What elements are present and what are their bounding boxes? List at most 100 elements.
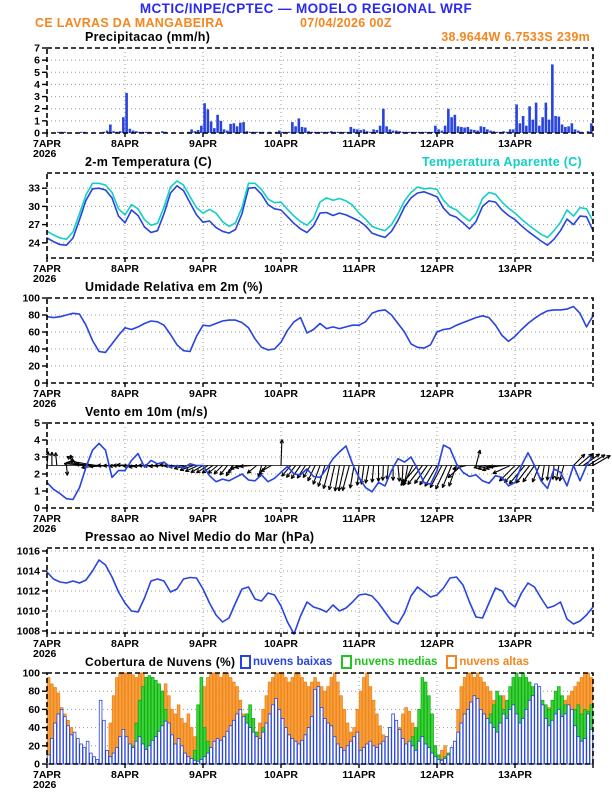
svg-text:13APR: 13APR	[498, 513, 532, 525]
nuvens-altas-swatch-icon	[446, 655, 458, 669]
svg-text:12APR: 12APR	[420, 638, 454, 650]
svg-text:7APR: 7APR	[33, 513, 61, 525]
svg-text:10APR: 10APR	[264, 769, 298, 781]
svg-text:7APR: 7APR	[33, 263, 61, 275]
wind-title: Vento em 10m (m/s)	[85, 405, 208, 419]
svg-text:30: 30	[28, 201, 40, 213]
svg-text:7APR: 7APR	[33, 638, 61, 650]
svg-text:1010: 1010	[17, 606, 41, 618]
svg-text:5: 5	[34, 67, 40, 79]
svg-text:9APR: 9APR	[189, 263, 217, 275]
nuvens-baixas-swatch-icon	[240, 655, 251, 669]
svg-text:2: 2	[34, 469, 40, 481]
legend-item-nuvens-altas: nuvens altas	[446, 655, 529, 669]
temperature-chart: 2-m Temperatura (C) Temperatura Aparente…	[0, 155, 612, 285]
svg-text:10APR: 10APR	[264, 638, 298, 650]
legend-label: nuvens baixas	[253, 656, 333, 668]
svg-text:11APR: 11APR	[342, 638, 376, 650]
model-run-datetime: 07/04/2026 00Z	[300, 16, 392, 30]
page-title: MCTIC/INPE/CPTEC — MODELO REGIONAL WRF	[139, 1, 473, 16]
svg-text:40: 40	[28, 344, 40, 356]
svg-text:24: 24	[28, 237, 40, 249]
svg-text:11APR: 11APR	[342, 138, 376, 150]
svg-text:13APR: 13APR	[498, 638, 532, 650]
svg-text:20: 20	[28, 740, 40, 752]
svg-text:1014: 1014	[17, 566, 41, 578]
svg-text:8APR: 8APR	[111, 638, 139, 650]
svg-text:100: 100	[22, 294, 40, 305]
svg-text:0: 0	[34, 759, 40, 771]
humidity-title: Umidade Relativa em 2m (%)	[85, 280, 263, 294]
svg-text:12APR: 12APR	[420, 263, 454, 275]
cloud-cover-title: Cobertura de Nuvens (%)	[85, 655, 236, 669]
temperature-title: 2-m Temperatura (C)	[85, 155, 213, 169]
svg-text:5: 5	[34, 419, 40, 430]
svg-text:10APR: 10APR	[264, 513, 298, 525]
svg-text:100: 100	[22, 669, 40, 680]
svg-text:0: 0	[34, 503, 40, 515]
svg-text:10APR: 10APR	[264, 138, 298, 150]
svg-text:7APR: 7APR	[33, 138, 61, 150]
svg-text:9APR: 9APR	[189, 638, 217, 650]
svg-text:10APR: 10APR	[264, 263, 298, 275]
svg-text:13APR: 13APR	[498, 769, 532, 781]
svg-text:3: 3	[34, 452, 40, 464]
svg-text:2026: 2026	[33, 148, 57, 160]
svg-text:13APR: 13APR	[498, 263, 532, 275]
svg-text:33: 33	[28, 183, 40, 195]
svg-text:9APR: 9APR	[189, 769, 217, 781]
svg-text:6: 6	[34, 55, 40, 67]
svg-text:2026: 2026	[33, 273, 57, 285]
svg-text:11APR: 11APR	[342, 263, 376, 275]
svg-text:9APR: 9APR	[189, 138, 217, 150]
svg-text:2026: 2026	[33, 648, 57, 660]
pressure-chart: Pressao ao Nivel Medio do Mar (hPa) 1008…	[0, 530, 612, 660]
apparent-temperature-title: Temperatura Aparente (C)	[421, 155, 582, 169]
legend-label: nuvens altas	[459, 656, 530, 668]
precipitation-title: Precipitacao (mm/h)	[85, 30, 211, 44]
svg-text:9APR: 9APR	[189, 388, 217, 400]
svg-text:27: 27	[28, 219, 40, 231]
svg-text:1: 1	[34, 486, 40, 498]
wind-chart: Vento em 10m (m/s) 0 1 2 3 4 5 7APR 2026 8APR 9AP…	[0, 405, 612, 535]
svg-text:1016: 1016	[17, 546, 41, 558]
station-name: CE LAVRAS DA MANGABEIRA	[35, 16, 224, 30]
svg-text:10APR: 10APR	[264, 388, 298, 400]
svg-text:8APR: 8APR	[111, 388, 139, 400]
svg-text:11APR: 11APR	[342, 769, 376, 781]
precipitation-chart: Precipitacao (mm/h) 38.9644W 6.7533S 239…	[0, 30, 612, 160]
svg-text:8APR: 8APR	[111, 769, 139, 781]
legend-label: nuvens medias	[354, 656, 438, 668]
svg-text:8APR: 8APR	[111, 138, 139, 150]
svg-text:12APR: 12APR	[420, 138, 454, 150]
svg-text:1: 1	[34, 115, 40, 127]
svg-text:2: 2	[34, 103, 40, 115]
svg-text:0: 0	[34, 128, 40, 140]
svg-text:40: 40	[28, 722, 40, 734]
svg-text:7APR: 7APR	[33, 769, 61, 781]
svg-text:80: 80	[28, 686, 40, 698]
svg-text:13APR: 13APR	[498, 138, 532, 150]
svg-text:60: 60	[28, 327, 40, 339]
pressure-title: Pressao ao Nivel Medio do Mar (hPa)	[85, 530, 315, 544]
svg-text:11APR: 11APR	[342, 388, 376, 400]
svg-text:2026: 2026	[33, 779, 57, 791]
svg-text:4: 4	[34, 435, 40, 447]
svg-text:3: 3	[34, 91, 40, 103]
legend-item-nuvens-medias: nuvens medias	[341, 655, 437, 669]
svg-text:2026: 2026	[33, 398, 57, 410]
svg-text:7: 7	[34, 44, 40, 55]
svg-text:12APR: 12APR	[420, 513, 454, 525]
svg-text:0: 0	[34, 378, 40, 390]
svg-text:8APR: 8APR	[111, 513, 139, 525]
svg-text:4: 4	[34, 79, 40, 91]
legend-item-nuvens-baixas: nuvens baixas	[240, 655, 332, 669]
svg-text:9APR: 9APR	[189, 513, 217, 525]
svg-text:13APR: 13APR	[498, 388, 532, 400]
svg-text:12APR: 12APR	[420, 388, 454, 400]
